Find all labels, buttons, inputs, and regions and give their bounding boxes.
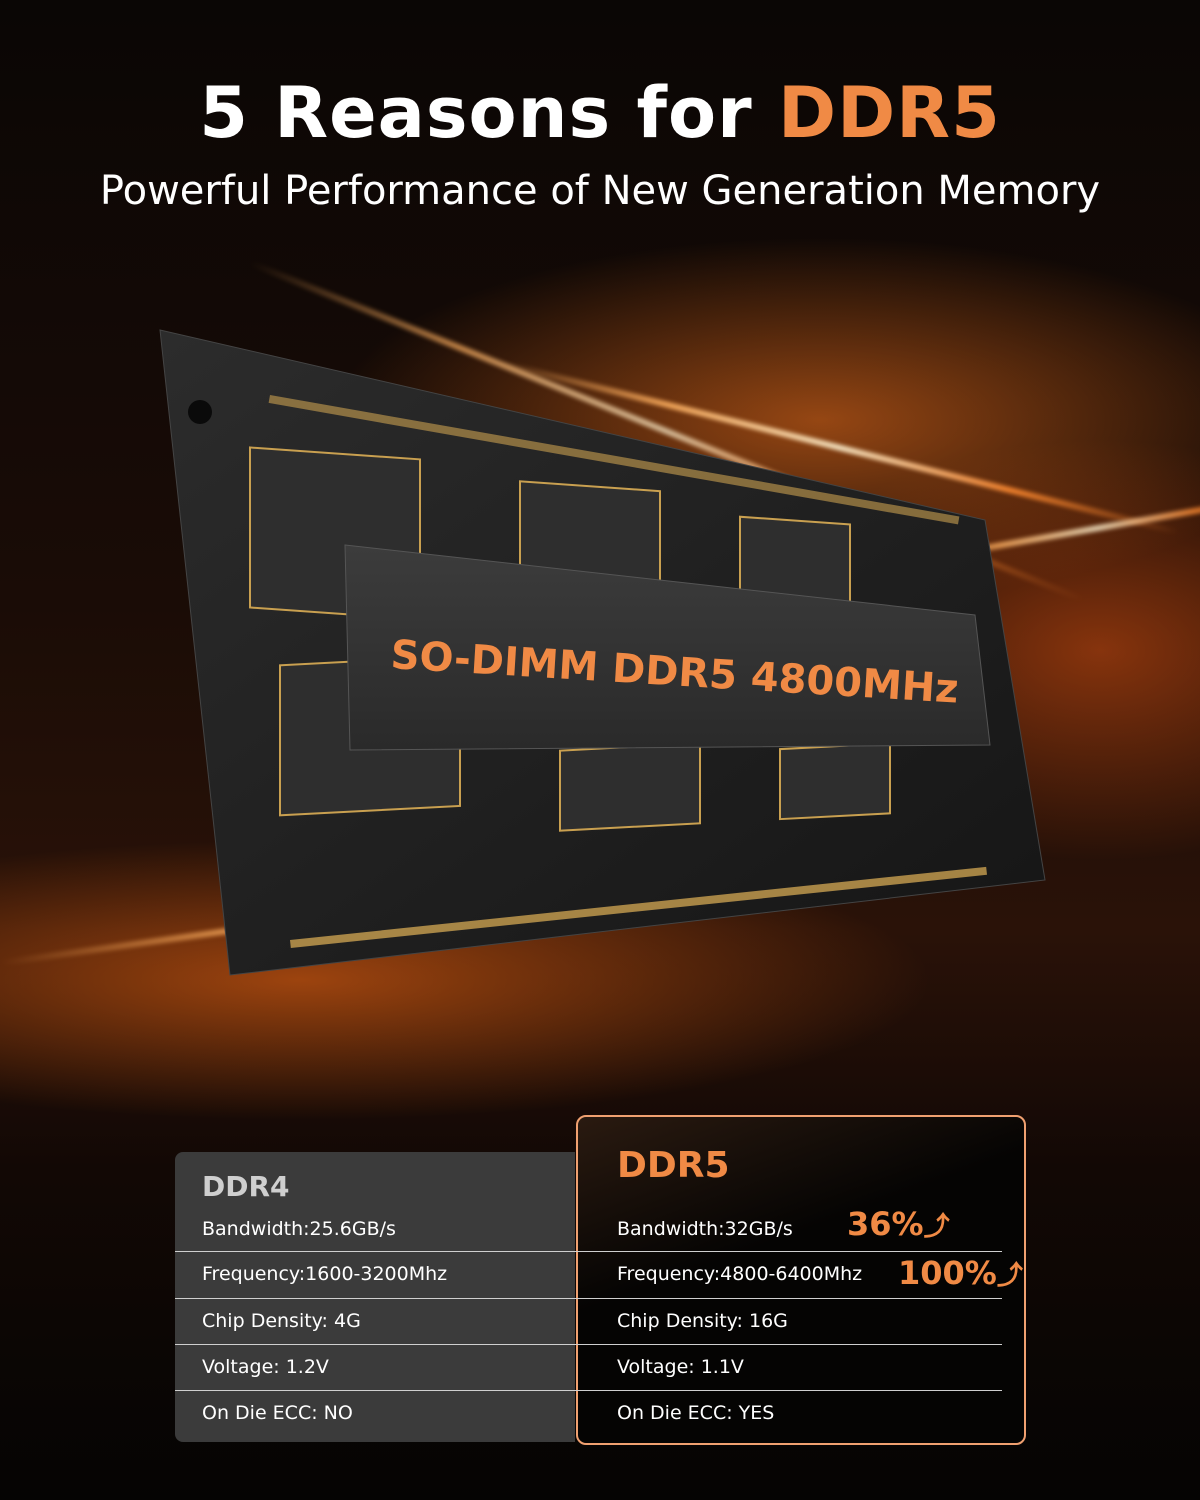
ddr5-title: DDR5 [617,1145,730,1186]
ddr5-frequency: Frequency:4800-6400Mhz [617,1263,863,1285]
ddr5-bandwidth: Bandwidth:32GB/s [617,1218,793,1240]
page-title: 5 Reasons for DDR5 [0,72,1200,154]
ram-module-illustration: SO-DIMM DDR5 4800MHz [159,329,1046,976]
mount-hole [188,400,212,424]
ddr4-voltage: Voltage: 1.2V [202,1356,329,1378]
row-divider [175,1251,1002,1252]
title-accent: DDR5 [777,72,1001,154]
row-divider [175,1344,1002,1345]
bandwidth-gain: 36%⤴ [847,1205,950,1243]
ddr5-chip-density: Chip Density: 16G [617,1310,788,1332]
gold-contacts [268,395,988,948]
frequency-gain-value: 100% [898,1254,997,1292]
ddr4-frequency: Frequency:1600-3200Mhz [202,1263,448,1285]
frequency-gain: 100%⤴ [898,1254,1023,1292]
arrow-up-icon: ⤴ [996,1261,1023,1291]
ddr4-bandwidth: Bandwidth:25.6GB/s [202,1218,396,1240]
label-plate [344,544,991,751]
ddr5-voltage: Voltage: 1.1V [617,1356,744,1378]
row-divider [175,1298,1002,1299]
ddr4-chip-density: Chip Density: 4G [202,1310,361,1332]
ddr5-ecc: On Die ECC: YES [617,1402,775,1424]
bandwidth-gain-value: 36% [847,1205,924,1243]
ddr4-ecc: On Die ECC: NO [202,1402,353,1424]
ddr4-panel [175,1152,575,1442]
title-text: 5 Reasons for [199,72,778,154]
row-divider [175,1390,1002,1391]
page-subtitle: Powerful Performance of New Generation M… [99,168,1101,214]
arrow-up-icon: ⤴ [923,1212,950,1242]
ddr4-title: DDR4 [202,1170,290,1203]
